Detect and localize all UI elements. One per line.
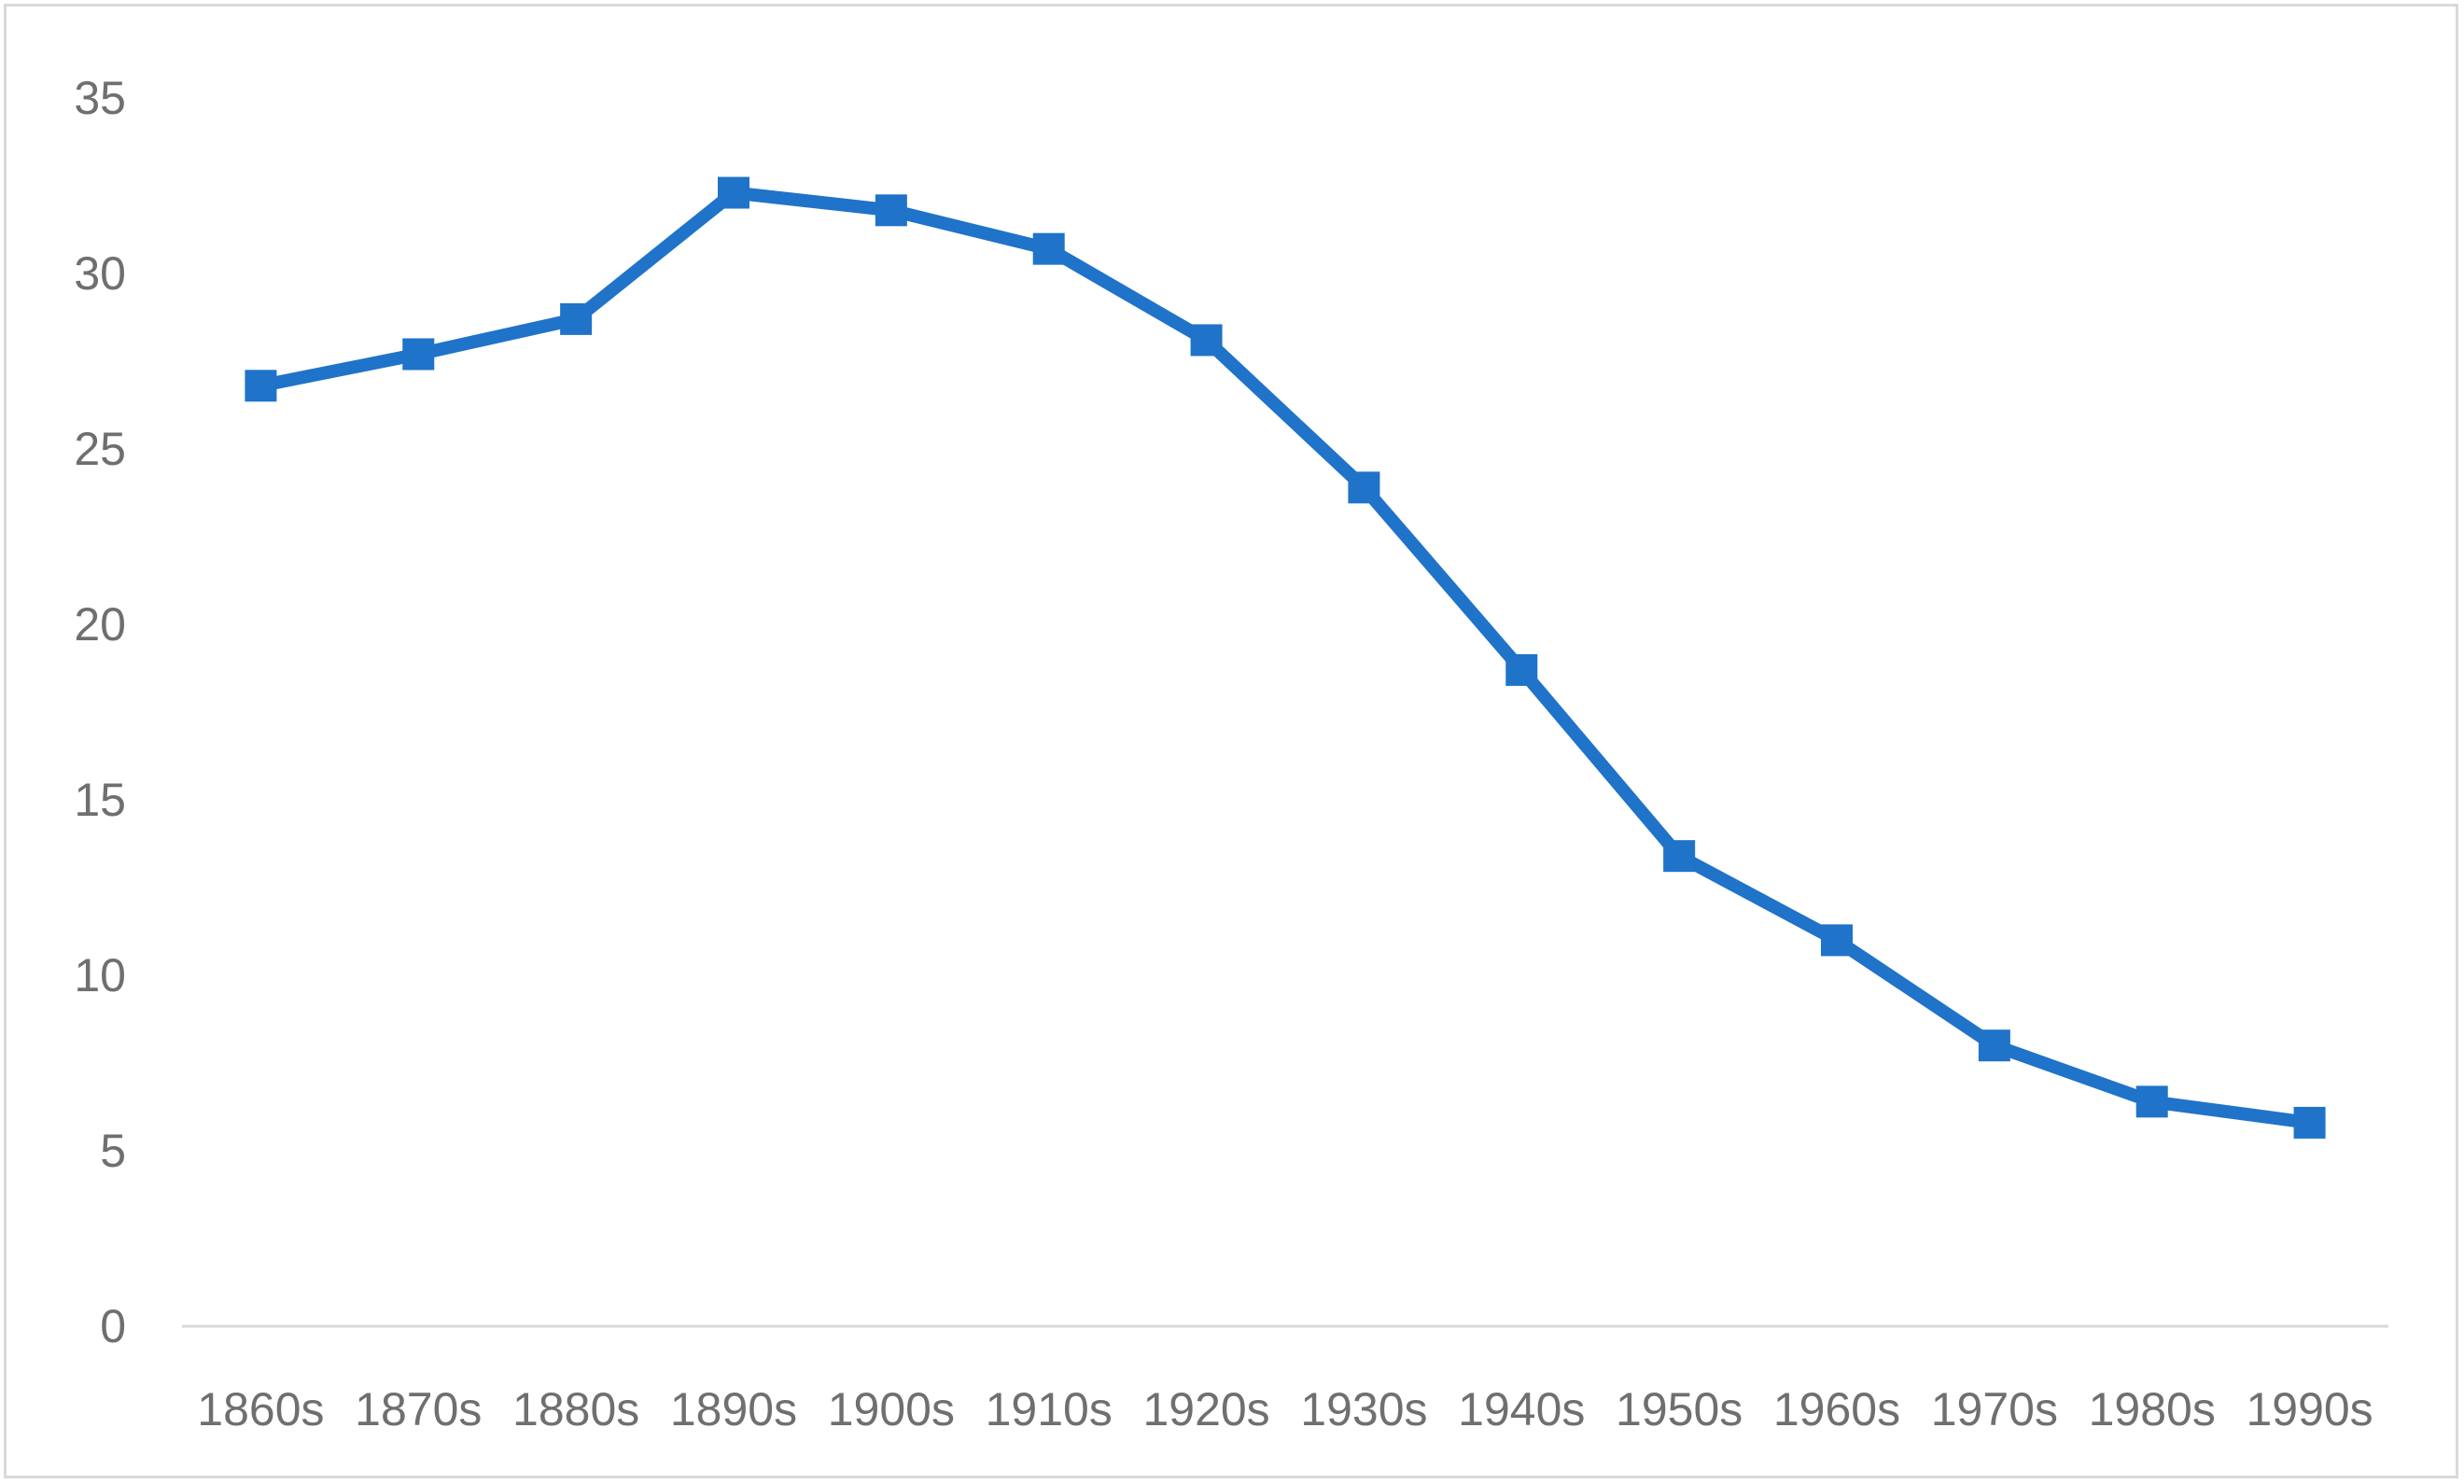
x-tick-label: 1870s	[355, 1383, 482, 1435]
data-point-marker	[1978, 1029, 2010, 1062]
x-tick-label: 1880s	[512, 1383, 639, 1435]
data-point-marker	[2293, 1106, 2326, 1139]
y-tick-label: 30	[74, 247, 126, 300]
data-point-marker	[1505, 653, 1538, 686]
x-tick-label: 1890s	[670, 1383, 797, 1435]
x-tick-label: 1860s	[197, 1383, 324, 1435]
data-point-marker	[1190, 324, 1223, 357]
x-tick-label: 1940s	[1458, 1383, 1585, 1435]
data-point-marker	[560, 302, 593, 335]
x-tick-label: 1990s	[2246, 1383, 2373, 1435]
x-tick-label: 1930s	[1300, 1383, 1427, 1435]
chart-frame: 0 5 10 15 20 25 30 35 1860s 1870s 1880s 1890s 1900s…	[4, 4, 2458, 1478]
x-tick-label: 1950s	[1616, 1383, 1743, 1435]
data-point-marker	[1663, 840, 1696, 873]
data-point-marker	[245, 370, 277, 402]
data-point-marker	[2135, 1085, 2168, 1118]
data-point-marker	[1348, 471, 1380, 504]
y-tick-label: 10	[74, 949, 126, 1001]
y-tick-label: 35	[74, 72, 126, 124]
series-markers	[245, 176, 2326, 1139]
x-tick-label: 1910s	[986, 1383, 1113, 1435]
y-tick-label: 15	[74, 774, 126, 826]
y-axis-ticks: 0 5 10 15 20 25 30 35	[74, 72, 126, 1352]
x-axis-ticks: 1860s 1870s 1880s 1890s 1900s 1910s 1920s 1930s…	[197, 1383, 2373, 1435]
x-tick-label: 1920s	[1142, 1383, 1269, 1435]
data-point-marker	[1821, 924, 1853, 957]
y-tick-label: 25	[74, 423, 126, 475]
line-chart: 0 5 10 15 20 25 30 35 1860s 1870s 1880s 1890s 1900s…	[74, 72, 2388, 1435]
y-tick-label: 0	[100, 1300, 126, 1352]
series-line	[254, 186, 2317, 1129]
x-tick-label: 1970s	[1931, 1383, 2058, 1435]
data-point-marker	[1032, 232, 1065, 265]
x-tick-label: 1980s	[2089, 1383, 2216, 1435]
y-tick-label: 5	[100, 1125, 126, 1177]
x-tick-label: 1900s	[828, 1383, 955, 1435]
y-tick-label: 20	[74, 598, 126, 651]
data-point-marker	[718, 176, 749, 209]
data-point-marker	[875, 194, 907, 227]
data-point-marker	[402, 338, 435, 371]
x-tick-label: 1960s	[1773, 1383, 1900, 1435]
